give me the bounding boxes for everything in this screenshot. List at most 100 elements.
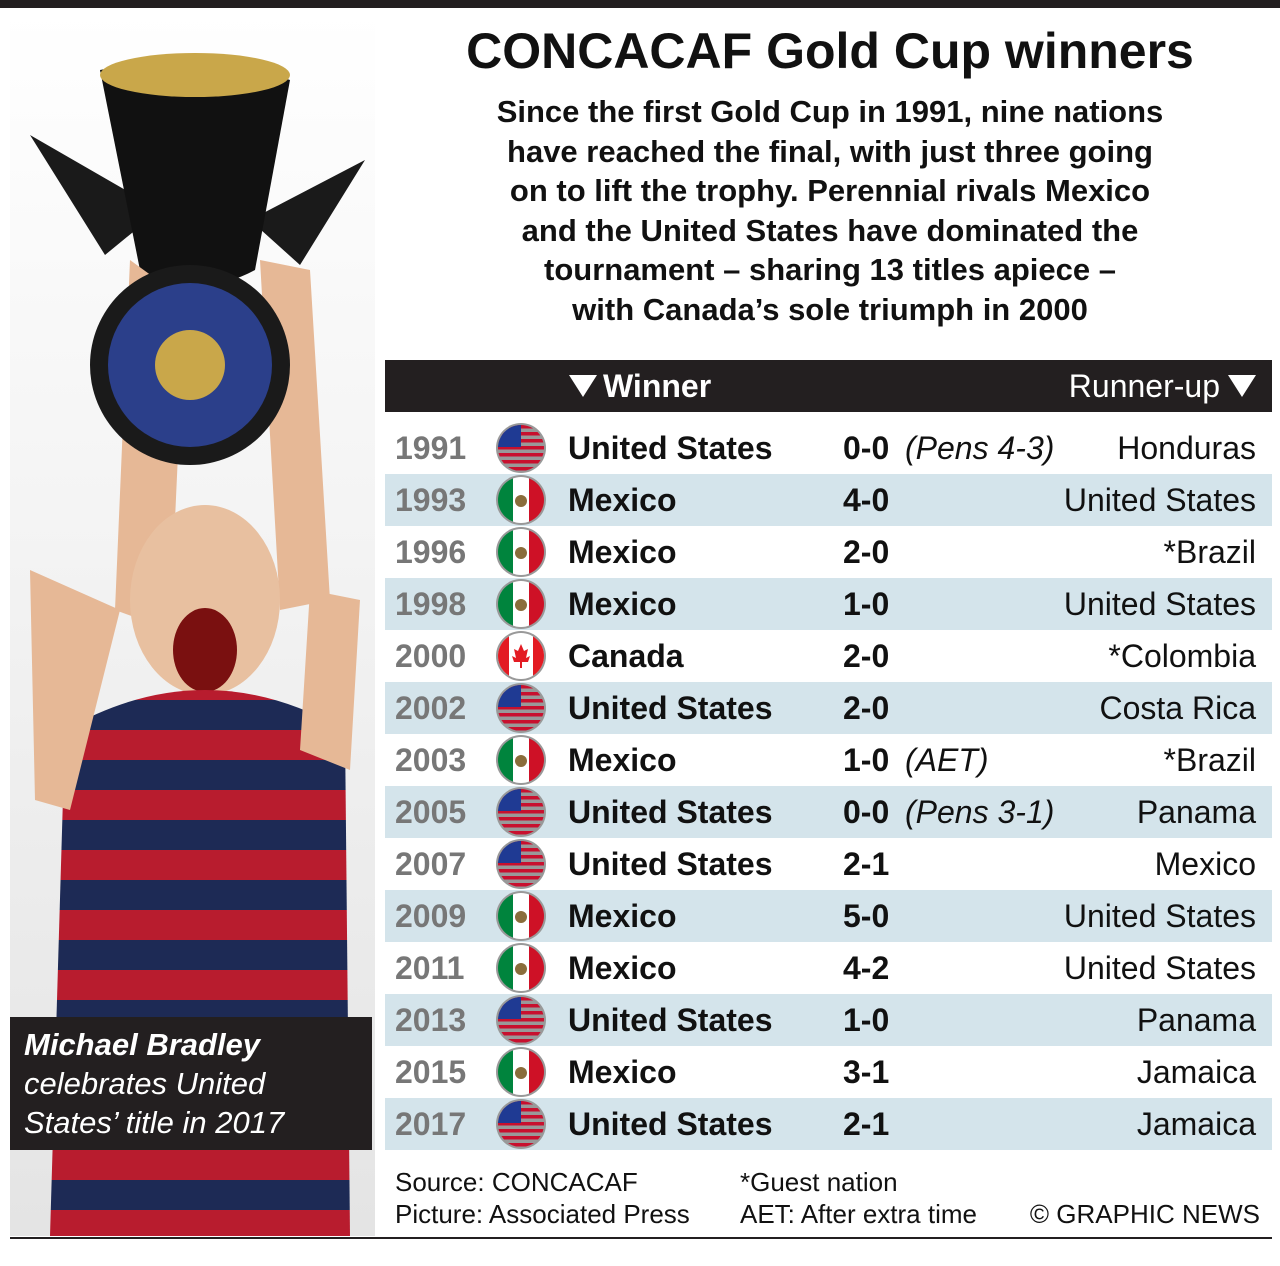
runner-up: Jamaica (1136, 1106, 1256, 1142)
winner: Mexico (568, 534, 677, 570)
winner: Canada (568, 638, 684, 674)
winner: Mexico (568, 586, 677, 622)
score: 0-0 (843, 430, 890, 466)
score: 1-0 (843, 586, 890, 622)
year: 2007 (395, 846, 467, 882)
flag (496, 683, 546, 733)
runner-up: United States (1063, 586, 1256, 622)
year: 2002 (395, 690, 467, 726)
year: 1998 (395, 586, 467, 622)
winner: United States (568, 1002, 773, 1038)
credit: © GRAPHIC NEWS (1029, 1199, 1260, 1229)
table-row: 1998 Mexico 1-0 United States (385, 578, 1272, 630)
flag (496, 1047, 546, 1097)
year: 1991 (395, 430, 467, 466)
score-note: (Pens 4-3) (905, 430, 1055, 466)
down-arrow (569, 375, 597, 397)
year: 1996 (395, 534, 467, 570)
winner: United States (568, 846, 773, 882)
aet-note: AET: After extra time (740, 1199, 977, 1229)
flag (496, 1099, 546, 1149)
subtitle-line: and the United States have dominated the (521, 212, 1139, 248)
table-row: 2007 United States 2-1 Mexico (385, 838, 1272, 890)
score: 4-2 (843, 950, 890, 986)
score: 3-1 (843, 1054, 890, 1090)
winner: Mexico (568, 742, 677, 778)
caption-name: Michael Bradley (24, 1027, 261, 1062)
subtitle: Since the first Gold Cup in 1991, nine n… (400, 92, 1260, 329)
year: 2009 (395, 898, 467, 934)
score: 1-0 (843, 742, 890, 778)
flag (496, 579, 546, 629)
table-row: 2015 Mexico 3-1 Jamaica (385, 1046, 1272, 1098)
source: Source: CONCACAF (395, 1167, 638, 1197)
bottom-rule (10, 1237, 1272, 1239)
runner-up: Mexico (1154, 846, 1256, 882)
table-row: 2003 Mexico 1-0 (AET) *Brazil (385, 734, 1272, 786)
flag (496, 839, 546, 889)
flag (496, 423, 546, 473)
runner-up: United States (1063, 482, 1256, 518)
winner: Mexico (568, 1054, 677, 1090)
caption-line: celebrates United (24, 1066, 266, 1101)
flag (496, 891, 546, 941)
runner-up-header: Runner-up (1068, 368, 1220, 404)
flag (496, 527, 546, 577)
winner: Mexico (568, 898, 677, 934)
table-row: 1993 Mexico 4-0 United States (385, 474, 1272, 526)
year: 2013 (395, 1002, 467, 1038)
year: 2015 (395, 1054, 467, 1090)
runner-up: *Colombia (1108, 638, 1256, 674)
caption-line: States’ title in 2017 (24, 1105, 285, 1140)
score: 2-0 (843, 690, 890, 726)
table-row: 1996 Mexico 2-0 *Brazil (385, 526, 1272, 578)
year: 2000 (395, 638, 467, 674)
subtitle-line: on to lift the trophy. Perennial rivals … (509, 173, 1151, 208)
photo-caption: Michael Bradley celebrates United States’… (10, 1017, 372, 1150)
score: 0-0 (843, 794, 890, 830)
table-row: 1991 United States 0-0 (Pens 4-3) Honduras (385, 422, 1272, 474)
winner: Mexico (568, 482, 677, 518)
flag (496, 475, 546, 525)
flag (496, 631, 546, 681)
guest-note: *Guest nation (740, 1167, 898, 1197)
table-row: 2011 Mexico 4-2 United States (385, 942, 1272, 994)
subtitle-line: with Canada’s sole triumph in 2000 (572, 291, 1088, 327)
title: CONCACAF Gold Cup winners (466, 23, 1194, 79)
runner-up: *Brazil (1163, 742, 1256, 778)
score-note: (AET) (905, 742, 989, 778)
flag (496, 735, 546, 785)
score: 4-0 (843, 482, 890, 518)
flag (496, 943, 546, 993)
subtitle-line: Since the first Gold Cup in 1991, nine n… (496, 94, 1164, 129)
winner: United States (568, 430, 773, 466)
table-row: 2017 United States 2-1 Jamaica (385, 1098, 1272, 1150)
score-note: (Pens 3-1) (905, 794, 1055, 830)
table-row: 2005 United States 0-0 (Pens 3-1) Panama (385, 786, 1272, 838)
runner-up: United States (1063, 898, 1256, 934)
runner-up: Panama (1136, 794, 1256, 830)
year: 2011 (395, 950, 465, 986)
subtitle-line: tournament – sharing 13 titles apiece – (544, 252, 1116, 287)
score: 1-0 (843, 1002, 890, 1038)
winner: Mexico (568, 950, 677, 986)
year: 2005 (395, 794, 467, 830)
score: 2-1 (843, 1106, 890, 1142)
year: 1993 (395, 482, 467, 518)
runner-up: United States (1063, 950, 1256, 986)
table-row: 2000 Canada 2-0 *Colombia (385, 630, 1272, 682)
runner-up: Honduras (1117, 430, 1256, 466)
year: 2017 (395, 1106, 467, 1142)
score: 5-0 (843, 898, 890, 934)
picture-credit: Picture: Associated Press (395, 1199, 690, 1229)
down-arrow (1228, 375, 1256, 397)
winner-header: Winner (603, 368, 712, 404)
year: 2003 (395, 742, 467, 778)
flag (496, 787, 546, 837)
runner-up: *Brazil (1163, 534, 1256, 570)
subtitle-line: have reached the final, with just three … (507, 133, 1153, 169)
winner: United States (568, 1106, 773, 1142)
flag (496, 995, 546, 1045)
runner-up: Panama (1136, 1002, 1256, 1038)
